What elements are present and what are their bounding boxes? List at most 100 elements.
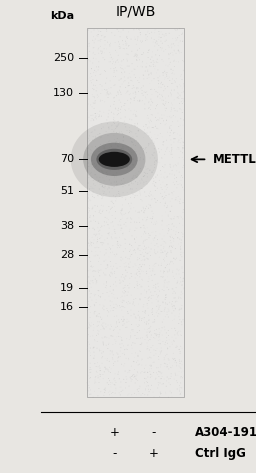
- Point: [121, 386, 125, 394]
- Point: [93, 72, 98, 79]
- Point: [86, 260, 90, 267]
- Point: [159, 190, 163, 197]
- Point: [88, 366, 92, 374]
- Point: [109, 90, 113, 98]
- Point: [91, 33, 95, 41]
- Point: [178, 348, 182, 355]
- Point: [92, 324, 96, 332]
- Point: [141, 145, 145, 152]
- Point: [153, 65, 157, 73]
- Point: [87, 163, 91, 170]
- Point: [89, 117, 93, 124]
- Point: [91, 177, 95, 184]
- Point: [182, 58, 186, 65]
- Point: [163, 304, 167, 312]
- Point: [175, 362, 179, 370]
- Point: [128, 367, 132, 374]
- Point: [92, 213, 96, 220]
- Point: [109, 51, 113, 59]
- Point: [93, 374, 97, 381]
- Point: [162, 287, 166, 294]
- Point: [106, 110, 110, 118]
- Point: [96, 177, 100, 184]
- Point: [169, 92, 173, 100]
- Point: [128, 202, 132, 210]
- Point: [93, 208, 97, 216]
- Point: [155, 345, 159, 352]
- Point: [156, 46, 160, 54]
- Point: [88, 369, 92, 377]
- Point: [182, 139, 186, 147]
- Point: [170, 298, 174, 306]
- Point: [94, 112, 98, 120]
- Point: [155, 280, 159, 288]
- Point: [128, 274, 132, 282]
- Point: [113, 340, 118, 347]
- Point: [137, 321, 141, 329]
- Point: [108, 167, 112, 175]
- Point: [130, 166, 134, 174]
- Point: [115, 234, 119, 242]
- Point: [125, 33, 129, 40]
- Point: [100, 315, 104, 322]
- Point: [145, 379, 150, 386]
- Point: [120, 62, 124, 70]
- Point: [141, 180, 145, 187]
- Point: [95, 244, 99, 251]
- Point: [132, 310, 136, 318]
- Point: [116, 154, 120, 162]
- Point: [157, 30, 161, 38]
- Point: [133, 25, 137, 32]
- Point: [179, 364, 183, 372]
- Point: [107, 106, 111, 114]
- Point: [170, 333, 174, 341]
- Point: [112, 325, 116, 333]
- Point: [106, 160, 111, 167]
- Point: [106, 221, 110, 228]
- Point: [142, 252, 146, 260]
- Point: [142, 126, 146, 133]
- Point: [122, 350, 126, 357]
- Point: [136, 84, 141, 92]
- Point: [115, 149, 119, 157]
- Point: [138, 242, 142, 249]
- Point: [109, 102, 113, 110]
- Point: [133, 302, 137, 309]
- Point: [141, 249, 145, 256]
- Point: [170, 338, 174, 346]
- Point: [117, 152, 121, 160]
- Point: [164, 148, 168, 155]
- Point: [167, 298, 172, 306]
- Point: [110, 235, 114, 243]
- Point: [177, 346, 182, 353]
- Point: [115, 142, 120, 150]
- Point: [107, 184, 111, 191]
- Point: [148, 362, 153, 370]
- Point: [180, 95, 184, 102]
- Point: [167, 51, 171, 59]
- Point: [159, 84, 163, 91]
- Point: [101, 322, 105, 330]
- Point: [130, 121, 134, 129]
- Point: [146, 382, 150, 390]
- Point: [134, 52, 138, 59]
- Point: [90, 103, 94, 111]
- Point: [91, 93, 95, 100]
- Point: [141, 71, 145, 79]
- Point: [157, 325, 161, 333]
- Point: [168, 242, 172, 250]
- Point: [130, 47, 134, 55]
- Point: [169, 164, 173, 171]
- Point: [127, 148, 132, 155]
- Point: [90, 263, 94, 271]
- Point: [102, 177, 106, 184]
- Point: [158, 340, 163, 347]
- Point: [133, 145, 137, 153]
- Point: [121, 41, 125, 49]
- Point: [143, 228, 147, 235]
- Point: [112, 381, 116, 388]
- Point: [109, 154, 113, 162]
- Point: [145, 333, 149, 341]
- Point: [162, 307, 166, 315]
- Point: [181, 209, 185, 216]
